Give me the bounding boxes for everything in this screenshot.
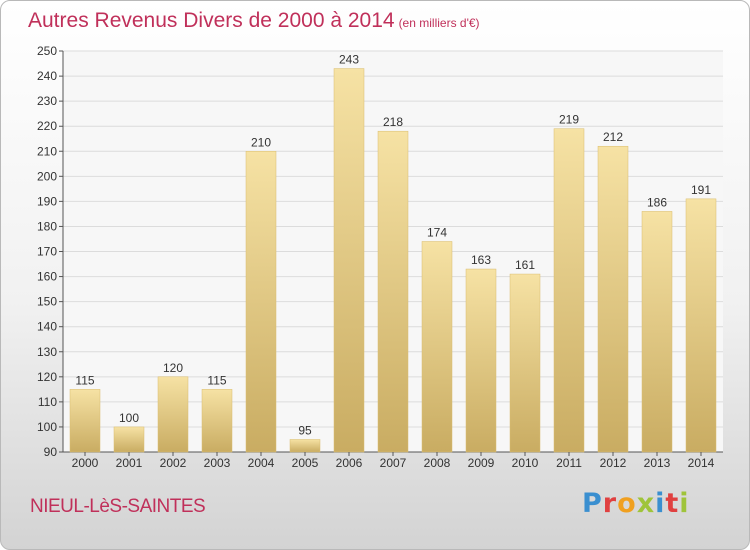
y-tick-label: 150 <box>37 295 57 309</box>
data-label: 95 <box>298 423 312 437</box>
brand-letter: i <box>655 488 666 519</box>
data-label: 210 <box>251 135 271 149</box>
x-tick-label: 2012 <box>600 456 627 470</box>
y-tick-label: 100 <box>37 420 57 434</box>
data-label: 186 <box>647 195 667 209</box>
bar <box>597 145 629 453</box>
y-tick-label: 200 <box>37 169 57 183</box>
y-tick-label: 170 <box>37 245 57 259</box>
x-tick-label: 2002 <box>160 456 187 470</box>
chart-subtitle: (en milliers d'€) <box>398 16 480 30</box>
y-tick-label: 250 <box>37 44 57 58</box>
y-tick-label: 190 <box>37 194 57 208</box>
brand-logo: Proxiti <box>582 488 690 519</box>
y-tick-label: 140 <box>37 320 57 334</box>
x-tick-label: 2010 <box>512 456 539 470</box>
data-label: 161 <box>515 258 535 272</box>
data-label: 163 <box>471 253 491 267</box>
x-tick-label: 2006 <box>336 456 363 470</box>
brand-letter: P <box>582 488 603 519</box>
bar <box>113 426 145 453</box>
data-label: 100 <box>119 411 139 425</box>
data-label: 219 <box>559 113 579 127</box>
commune-name: NIEUL-LèS-SAINTES <box>30 496 206 517</box>
y-tick-label: 180 <box>37 219 57 233</box>
bar <box>509 273 541 453</box>
y-tick-label: 90 <box>44 445 58 459</box>
data-label: 115 <box>75 373 94 387</box>
data-label: 212 <box>603 130 623 144</box>
x-tick-label: 2005 <box>292 456 319 470</box>
bar <box>377 130 409 453</box>
x-tick-label: 2000 <box>72 456 99 470</box>
bar <box>553 128 585 453</box>
y-tick-label: 240 <box>37 69 57 83</box>
y-tick-label: 220 <box>37 119 57 133</box>
brand-letter: o <box>617 488 637 519</box>
y-tick-label: 230 <box>37 94 57 108</box>
brand-letter: x <box>636 488 656 519</box>
chart-title-text: Autres Revenus Divers de 2000 à 2014 <box>28 9 395 32</box>
data-label: 191 <box>691 183 711 197</box>
bar <box>201 389 233 453</box>
y-tick-label: 210 <box>37 144 57 158</box>
data-label: 243 <box>339 53 359 67</box>
brand-letter: r <box>602 488 618 519</box>
data-label: 115 <box>207 373 226 387</box>
y-tick-label: 130 <box>37 345 57 359</box>
bar <box>69 389 101 453</box>
y-tick-label: 120 <box>37 370 57 384</box>
x-tick-label: 2003 <box>204 456 231 470</box>
x-tick-label: 2011 <box>556 456 582 470</box>
bar <box>465 268 497 453</box>
x-tick-label: 2001 <box>116 456 143 470</box>
brand-letter: t <box>665 488 680 519</box>
bar <box>421 241 453 453</box>
y-tick-label: 160 <box>37 270 57 284</box>
bar <box>685 198 717 453</box>
brand-letter: i <box>679 488 690 519</box>
x-tick-label: 2004 <box>248 456 275 470</box>
x-tick-label: 2008 <box>424 456 451 470</box>
data-label: 218 <box>383 115 403 129</box>
x-tick-label: 2007 <box>380 456 407 470</box>
bar <box>333 68 365 453</box>
y-tick-label: 110 <box>38 395 57 409</box>
bar <box>641 211 673 453</box>
bar <box>245 151 277 453</box>
x-tick-label: 2014 <box>688 456 715 470</box>
x-tick-label: 2013 <box>644 456 671 470</box>
bar <box>289 439 321 453</box>
bar <box>157 376 189 453</box>
x-tick-label: 2009 <box>468 456 495 470</box>
data-label: 174 <box>427 225 447 239</box>
chart-title: Autres Revenus Divers de 2000 à 2014 (en … <box>28 9 480 33</box>
data-label: 120 <box>163 361 183 375</box>
